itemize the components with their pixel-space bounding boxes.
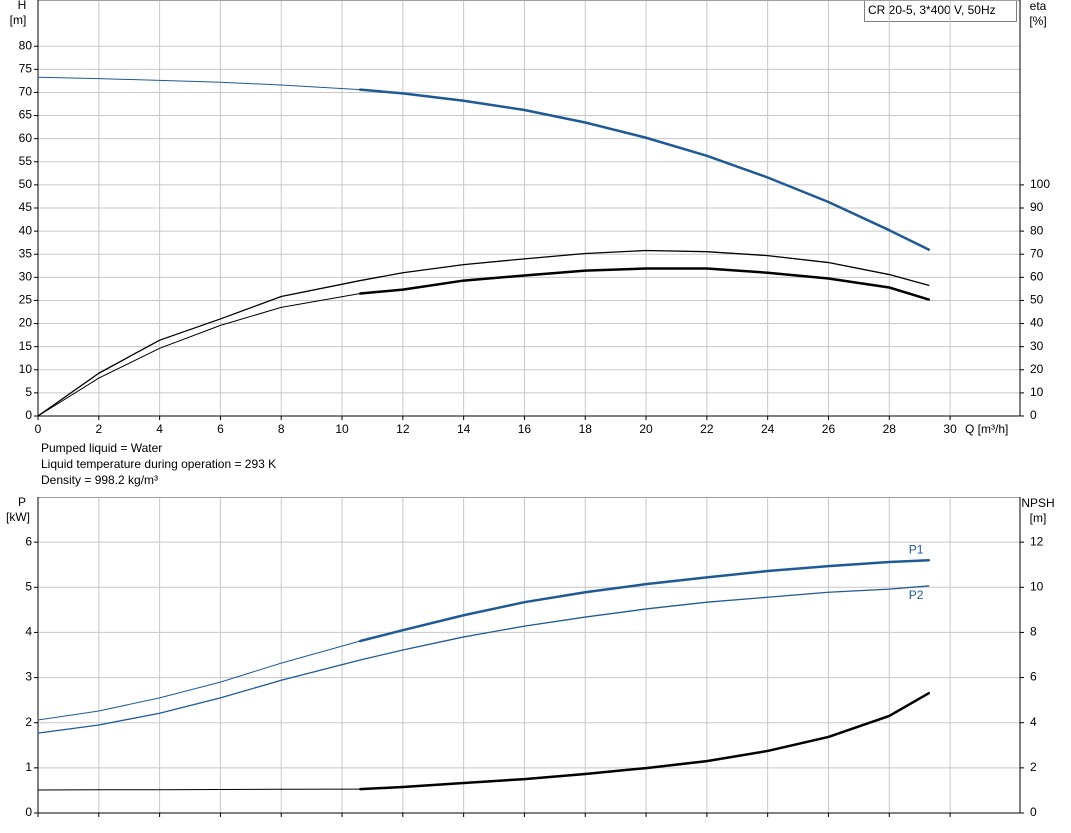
y-tick-label: 6 — [25, 534, 32, 548]
x-tick-label: 14 — [457, 422, 471, 436]
x-tick-label: 6 — [217, 422, 224, 436]
curve — [37, 249, 930, 417]
y2-tick-label: 12 — [1030, 534, 1044, 548]
y-axis-unit: [kW] — [6, 510, 30, 524]
y-tick-label: 4 — [25, 625, 32, 639]
curve — [37, 76, 361, 91]
y2-tick-label: 50 — [1030, 293, 1044, 307]
y2-tick-label: 20 — [1030, 362, 1044, 376]
series-label: P2 — [909, 588, 924, 602]
x-axis-label: Q [m³/h] — [965, 422, 1008, 436]
chart-title: CR 20-5, 3*400 V, 50Hz — [868, 3, 996, 17]
y-tick-label: 40 — [19, 223, 33, 237]
y-tick-label: 45 — [19, 200, 33, 214]
y-axis-unit: [m] — [10, 13, 27, 27]
curve — [359, 88, 931, 251]
y2-tick-label: 70 — [1030, 246, 1044, 260]
y-tick-label: 3 — [25, 670, 32, 684]
y2-tick-label: 0 — [1030, 408, 1037, 422]
y-tick-label: 5 — [25, 385, 32, 399]
y-tick-label: 5 — [25, 579, 32, 593]
curve — [359, 691, 931, 791]
curve — [37, 640, 361, 721]
x-tick-label: 18 — [579, 422, 593, 436]
y2-tick-label: 100 — [1030, 177, 1050, 191]
note: Pumped liquid = Water — [41, 441, 162, 455]
y-tick-label: 10 — [19, 362, 33, 376]
note: Density = 998.2 kg/m³ — [41, 473, 158, 487]
y-tick-label: 50 — [19, 177, 33, 191]
y-tick-label: 1 — [25, 760, 32, 774]
y-tick-label: 0 — [25, 408, 32, 422]
x-tick-label: 0 — [35, 422, 42, 436]
x-tick-label: 22 — [700, 422, 714, 436]
x-tick-label: 28 — [883, 422, 897, 436]
y2-axis-label: eta — [1030, 0, 1047, 13]
y2-tick-label: 6 — [1030, 670, 1037, 684]
curve — [359, 558, 931, 643]
y2-tick-label: 60 — [1030, 270, 1044, 284]
series-label: P1 — [909, 542, 924, 556]
x-tick-label: 24 — [761, 422, 775, 436]
y2-tick-label: 4 — [1030, 715, 1037, 729]
x-tick-label: 30 — [943, 422, 957, 436]
x-tick-label: 26 — [822, 422, 836, 436]
y2-tick-label: 8 — [1030, 625, 1037, 639]
curve — [37, 585, 930, 734]
y2-tick-label: 10 — [1030, 579, 1044, 593]
y-tick-label: 35 — [19, 246, 33, 260]
y-tick-label: 80 — [19, 38, 33, 52]
plot-frame — [37, 497, 1021, 814]
y2-tick-label: 10 — [1030, 385, 1044, 399]
y2-axis-unit: [m] — [1030, 511, 1047, 525]
x-tick-label: 8 — [278, 422, 285, 436]
x-tick-label: 16 — [518, 422, 532, 436]
y2-axis-label: NPSH — [1021, 496, 1054, 510]
y-tick-label: 30 — [19, 270, 33, 284]
y2-tick-label: 2 — [1030, 760, 1037, 774]
y2-tick-label: 90 — [1030, 200, 1044, 214]
y-tick-label: 65 — [19, 108, 33, 122]
y-tick-label: 2 — [25, 715, 32, 729]
x-tick-label: 4 — [156, 422, 163, 436]
y-tick-label: 70 — [19, 85, 33, 99]
x-tick-label: 12 — [396, 422, 410, 436]
y-tick-label: 25 — [19, 293, 33, 307]
y2-tick-label: 40 — [1030, 316, 1044, 330]
y-tick-label: 20 — [19, 316, 33, 330]
y2-tick-label: 80 — [1030, 223, 1044, 237]
note: Liquid temperature during operation = 29… — [41, 457, 276, 471]
x-tick-label: 2 — [95, 422, 102, 436]
y-tick-label: 15 — [19, 339, 33, 353]
y-axis-label: H — [18, 0, 27, 12]
y-axis-label: P — [18, 495, 26, 509]
y-tick-label: 75 — [19, 62, 33, 76]
x-tick-label: 10 — [335, 422, 349, 436]
y2-axis-unit: [%] — [1029, 14, 1046, 28]
curve — [37, 788, 361, 791]
y-tick-label: 0 — [25, 805, 32, 819]
curve — [359, 267, 931, 301]
y2-tick-label: 30 — [1030, 339, 1044, 353]
y-tick-label: 60 — [19, 131, 33, 145]
curve — [37, 293, 361, 417]
y-tick-label: 55 — [19, 154, 33, 168]
y2-tick-label: 0 — [1030, 805, 1037, 819]
x-tick-label: 20 — [639, 422, 653, 436]
